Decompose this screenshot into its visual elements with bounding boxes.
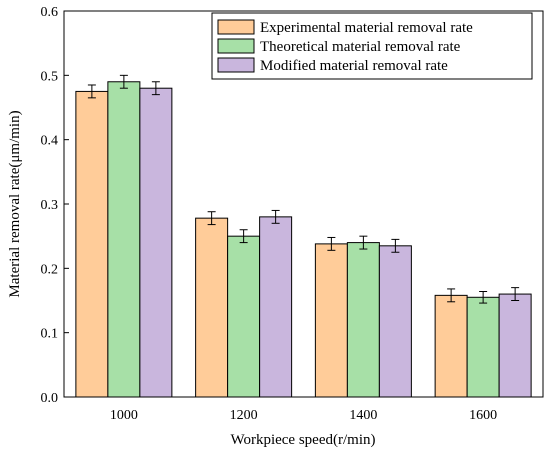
- bar: [378, 245, 412, 398]
- y-tick-label: 0.2: [41, 262, 59, 277]
- bar: [466, 296, 500, 398]
- x-tick-label: 1600: [469, 408, 497, 423]
- bar: [139, 87, 173, 398]
- y-tick-label: 0.0: [41, 391, 59, 406]
- legend-box: [211, 12, 533, 80]
- legend-label: Experimental material removal rate: [260, 20, 473, 36]
- y-axis-label: Material removal rate(μm/min): [7, 110, 23, 297]
- legend-swatch: [217, 19, 255, 35]
- legend-label: Theoretical material removal rate: [260, 39, 461, 55]
- y-tick-label: 0.5: [41, 69, 59, 84]
- x-tick-label: 1200: [230, 408, 258, 423]
- legend-swatch: [217, 57, 255, 73]
- x-tick-label: 1000: [110, 408, 138, 423]
- bar: [259, 216, 293, 398]
- legend-swatch: [217, 38, 255, 54]
- bar: [107, 81, 141, 398]
- bar: [227, 235, 261, 398]
- y-tick-label: 0.6: [41, 5, 59, 20]
- bar-series-group: [75, 74, 532, 398]
- legend: Experimental material removal rate Theore…: [211, 12, 533, 80]
- bar: [75, 90, 109, 398]
- bar: [195, 217, 229, 398]
- x-axis-label: Workpiece speed(r/min): [231, 432, 376, 448]
- y-axis: 0.0 0.1 0.2 0.3 0.4 0.5 0.6: [41, 5, 69, 406]
- bar: [434, 294, 468, 398]
- legend-label: Modified material removal rate: [260, 58, 448, 74]
- bar: [314, 243, 348, 398]
- y-tick-label: 0.4: [41, 134, 59, 149]
- bar: [346, 242, 380, 398]
- x-axis: 1000 1200 1400 1600: [110, 392, 497, 423]
- y-tick-label: 0.3: [41, 198, 59, 213]
- x-tick-label: 1400: [349, 408, 377, 423]
- y-tick-label: 0.1: [41, 327, 59, 342]
- bar: [498, 293, 532, 398]
